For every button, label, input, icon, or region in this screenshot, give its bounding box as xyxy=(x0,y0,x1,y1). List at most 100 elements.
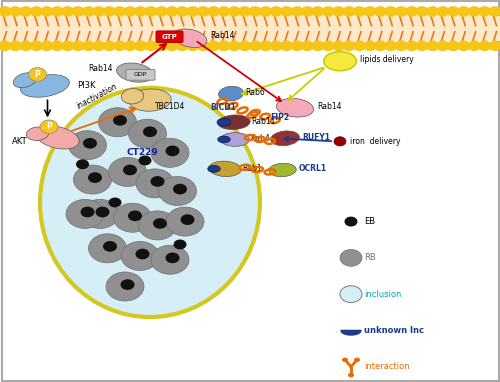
Circle shape xyxy=(30,41,42,50)
Circle shape xyxy=(249,41,261,50)
Circle shape xyxy=(166,41,178,50)
Circle shape xyxy=(384,41,396,50)
Text: inactivation: inactivation xyxy=(76,82,120,111)
Circle shape xyxy=(74,165,112,194)
Circle shape xyxy=(123,165,137,175)
Circle shape xyxy=(343,7,355,16)
Circle shape xyxy=(197,7,209,16)
Circle shape xyxy=(40,7,52,16)
Circle shape xyxy=(208,7,220,16)
Circle shape xyxy=(158,176,196,206)
Circle shape xyxy=(437,41,449,50)
Circle shape xyxy=(114,41,126,50)
Circle shape xyxy=(124,41,136,50)
Ellipse shape xyxy=(122,89,144,104)
Ellipse shape xyxy=(209,161,241,176)
Circle shape xyxy=(180,214,194,225)
Text: EB: EB xyxy=(364,217,375,226)
Circle shape xyxy=(354,358,360,362)
Ellipse shape xyxy=(20,74,70,97)
Circle shape xyxy=(406,41,417,50)
Circle shape xyxy=(82,7,94,16)
Circle shape xyxy=(260,7,272,16)
Ellipse shape xyxy=(208,165,220,172)
Text: GTP: GTP xyxy=(162,34,178,40)
Circle shape xyxy=(82,41,94,50)
Circle shape xyxy=(302,7,314,16)
Circle shape xyxy=(98,108,136,137)
Circle shape xyxy=(176,7,188,16)
Ellipse shape xyxy=(116,63,154,82)
Text: OCRL1: OCRL1 xyxy=(298,164,326,173)
Circle shape xyxy=(260,41,272,50)
Circle shape xyxy=(239,41,251,50)
Text: P: P xyxy=(34,70,40,79)
Ellipse shape xyxy=(217,118,231,126)
Circle shape xyxy=(468,7,480,16)
Circle shape xyxy=(364,41,376,50)
Circle shape xyxy=(416,7,428,16)
Circle shape xyxy=(334,137,346,146)
Circle shape xyxy=(72,7,84,16)
Circle shape xyxy=(80,207,94,217)
Circle shape xyxy=(28,68,46,81)
Ellipse shape xyxy=(173,29,207,47)
Bar xyxy=(0,16,500,41)
Text: Rab14: Rab14 xyxy=(88,64,112,73)
Circle shape xyxy=(270,41,282,50)
Circle shape xyxy=(448,7,460,16)
Circle shape xyxy=(68,131,106,160)
Circle shape xyxy=(96,207,110,217)
Circle shape xyxy=(104,7,116,16)
Text: Rab11: Rab11 xyxy=(251,117,276,126)
Circle shape xyxy=(186,7,198,16)
Circle shape xyxy=(354,41,366,50)
Circle shape xyxy=(332,41,344,50)
Polygon shape xyxy=(341,330,361,335)
Circle shape xyxy=(88,234,126,263)
Circle shape xyxy=(384,7,396,16)
Circle shape xyxy=(354,7,366,16)
Text: CT229: CT229 xyxy=(126,148,158,157)
Circle shape xyxy=(342,358,348,362)
Ellipse shape xyxy=(26,127,48,141)
Circle shape xyxy=(228,7,240,16)
Circle shape xyxy=(145,41,157,50)
Circle shape xyxy=(156,7,168,16)
Circle shape xyxy=(114,203,152,232)
Circle shape xyxy=(458,41,469,50)
Circle shape xyxy=(114,7,126,16)
Ellipse shape xyxy=(220,133,250,146)
Circle shape xyxy=(374,7,386,16)
Text: FIP2: FIP2 xyxy=(270,113,289,122)
Text: Rab4: Rab4 xyxy=(250,134,270,143)
Circle shape xyxy=(62,7,74,16)
Circle shape xyxy=(322,41,334,50)
Circle shape xyxy=(364,7,376,16)
Circle shape xyxy=(72,41,84,50)
Text: RB: RB xyxy=(364,253,376,262)
Text: AKT: AKT xyxy=(12,137,28,146)
Circle shape xyxy=(186,41,198,50)
FancyBboxPatch shape xyxy=(126,70,155,80)
Circle shape xyxy=(280,41,292,50)
Circle shape xyxy=(108,197,122,207)
Text: inclusion: inclusion xyxy=(364,290,402,299)
Circle shape xyxy=(166,253,179,263)
Ellipse shape xyxy=(324,52,356,71)
Ellipse shape xyxy=(14,73,36,88)
Circle shape xyxy=(151,245,189,274)
Ellipse shape xyxy=(269,163,296,177)
Circle shape xyxy=(489,41,500,50)
Circle shape xyxy=(312,7,324,16)
Circle shape xyxy=(121,241,159,270)
Circle shape xyxy=(156,41,168,50)
Circle shape xyxy=(0,7,11,16)
Circle shape xyxy=(312,41,324,50)
Circle shape xyxy=(76,159,89,169)
Circle shape xyxy=(143,126,157,137)
Circle shape xyxy=(51,7,63,16)
Circle shape xyxy=(291,41,303,50)
Circle shape xyxy=(138,155,151,165)
Circle shape xyxy=(124,7,136,16)
